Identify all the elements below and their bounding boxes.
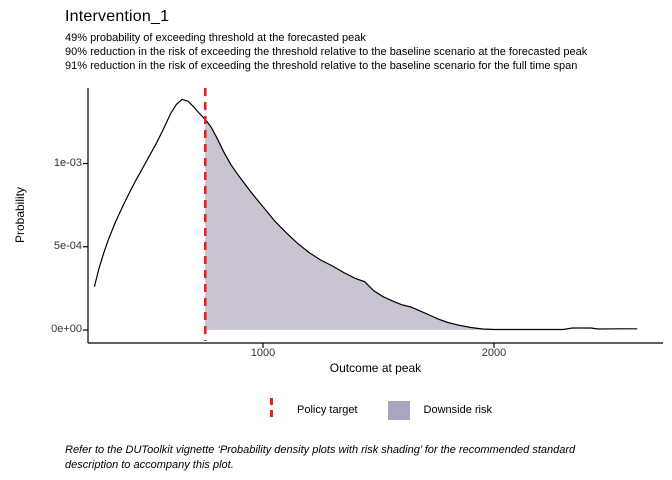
- y-tick-label-5e-04: 5e-04: [53, 240, 82, 252]
- dashed-line-icon: [269, 398, 273, 422]
- legend-item-policy-target: Policy target: [259, 397, 358, 423]
- downside-risk-area: [205, 119, 495, 331]
- subtitle-line-1: 49% probability of exceeding threshold a…: [65, 32, 366, 44]
- x-axis-title: Outcome at peak: [329, 361, 422, 375]
- caption-line-2: description to accompany this plot.: [65, 459, 234, 471]
- area-swatch-icon: [387, 400, 410, 420]
- legend-item-downside-risk: Downside risk: [387, 400, 492, 420]
- y-axis-title: Probability: [13, 186, 27, 244]
- y-tick-label-0e+00: 0e+00: [51, 323, 82, 335]
- caption: Refer to the DUToolkit vignette ‘Probabi…: [65, 443, 650, 473]
- density-curve: [93, 98, 638, 331]
- x-tick-label-1000: 1000: [250, 347, 276, 359]
- caption-line-1: Refer to the DUToolkit vignette ‘Probabi…: [65, 444, 576, 456]
- legend-label-policy-target: Policy target: [297, 404, 358, 416]
- policy-target-key-box: [259, 397, 283, 423]
- subtitle-line-3: 91% reduction in the risk of exceeding t…: [65, 60, 578, 72]
- legend-label-downside-risk: Downside risk: [423, 404, 492, 416]
- plot-title: Intervention_1: [65, 8, 170, 25]
- subtitle-line-2: 90% reduction in the risk of exceeding t…: [65, 46, 588, 58]
- y-tick-label-1e-03: 1e-03: [53, 157, 82, 169]
- legend: Policy target Downside risk: [88, 394, 663, 426]
- plot-subtitle: 49% probability of exceeding threshold a…: [65, 31, 587, 73]
- x-tick-label-2000: 2000: [481, 347, 507, 359]
